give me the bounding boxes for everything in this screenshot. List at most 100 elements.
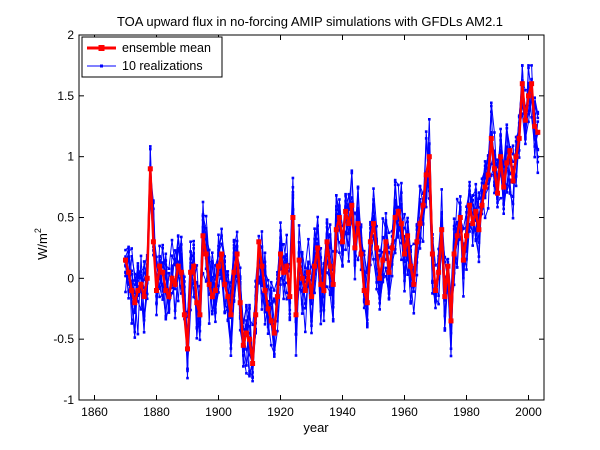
realization-point — [322, 295, 326, 299]
ensemble-mean-point — [488, 135, 494, 141]
realization-point — [356, 219, 360, 223]
realization-point — [443, 329, 447, 332]
realization-point — [297, 288, 301, 291]
realization-point — [217, 254, 220, 257]
realization-point — [409, 250, 412, 253]
realization-point — [214, 278, 217, 281]
realization-point — [273, 355, 276, 358]
realization-point — [313, 237, 316, 241]
realization-point — [424, 193, 428, 196]
realization-point — [387, 298, 391, 301]
ensemble-mean-point — [253, 312, 259, 318]
realization-point — [412, 242, 416, 246]
realization-point — [406, 258, 409, 262]
realization-point — [232, 238, 236, 242]
realization-point — [393, 211, 397, 215]
realization-point — [384, 266, 388, 270]
realization-point — [511, 144, 515, 147]
realization-point — [434, 264, 437, 267]
realization-point — [424, 130, 428, 133]
realization-point — [449, 324, 453, 327]
realization-point — [400, 258, 403, 262]
realization-point — [505, 183, 509, 186]
realization-point — [142, 266, 146, 269]
realization-point — [180, 252, 183, 256]
realization-point — [282, 282, 285, 286]
realization-point — [155, 313, 158, 317]
realization-point — [521, 64, 524, 67]
realization-point — [384, 225, 388, 229]
realization-point — [310, 331, 313, 335]
realization-point — [428, 142, 431, 145]
realization-point — [136, 262, 140, 265]
realization-point — [251, 376, 254, 380]
realization-point — [204, 214, 208, 218]
y-tick-label: 1 — [67, 150, 74, 164]
realization-point — [279, 221, 282, 224]
realization-point — [161, 243, 164, 247]
realization-point — [139, 254, 143, 258]
realization-point — [496, 205, 499, 209]
realization-point — [204, 236, 208, 240]
realization-point — [511, 160, 515, 163]
ensemble-mean-point — [405, 233, 411, 239]
realization-point — [136, 294, 140, 298]
realization-point — [142, 331, 146, 334]
ensemble-mean-point — [358, 251, 364, 257]
realization-point — [276, 271, 279, 274]
realization-point — [328, 291, 332, 294]
ensemble-mean-point — [346, 221, 352, 227]
realization-point — [465, 205, 468, 208]
ensemble-mean-point — [178, 269, 184, 275]
realization-point — [266, 278, 270, 282]
realization-point — [415, 261, 419, 264]
realization-point — [486, 158, 490, 162]
ensemble-mean-point — [464, 233, 469, 239]
realization-point — [474, 239, 478, 243]
realization-point — [381, 217, 385, 220]
realization-point — [211, 282, 214, 285]
realization-point — [403, 289, 406, 293]
realization-point — [133, 283, 137, 286]
realization-point — [232, 240, 236, 244]
realization-point — [304, 330, 307, 334]
realization-point — [328, 223, 332, 226]
realization-point — [462, 276, 465, 280]
realization-point — [486, 178, 490, 182]
realization-point — [316, 224, 319, 227]
realization-point — [393, 178, 397, 182]
realization-point — [279, 245, 282, 248]
realization-point — [412, 312, 416, 315]
realization-point — [124, 290, 127, 294]
y-axis-title-superscript: 2 — [33, 228, 43, 233]
realization-point — [331, 250, 335, 253]
realization-point — [524, 142, 527, 146]
realization-point — [158, 295, 161, 299]
realization-point — [325, 222, 329, 225]
realization-point — [170, 291, 174, 295]
realization-point — [421, 240, 425, 243]
ensemble-mean-point — [271, 330, 277, 336]
ensemble-mean-point — [364, 300, 370, 306]
realization-point — [276, 329, 279, 333]
realization-point — [173, 249, 177, 252]
realization-point — [316, 237, 319, 241]
realization-point — [242, 365, 245, 368]
realization-point — [353, 264, 357, 267]
realization-point — [338, 240, 341, 244]
realization-point — [434, 299, 437, 303]
realization-point — [508, 191, 512, 194]
realization-point — [499, 148, 502, 152]
x-tick-label: 1980 — [453, 405, 480, 419]
realization-point — [257, 282, 261, 285]
ensemble-mean-point — [302, 288, 308, 293]
realization-point — [328, 274, 332, 277]
ensemble-mean-point — [392, 215, 398, 220]
realization-point — [375, 224, 378, 228]
ensemble-mean-point — [436, 269, 442, 275]
ensemble-mean-point — [315, 245, 321, 251]
realization-point — [217, 291, 220, 294]
realization-point — [480, 181, 484, 185]
realization-point — [189, 250, 192, 254]
realization-point — [356, 207, 360, 211]
